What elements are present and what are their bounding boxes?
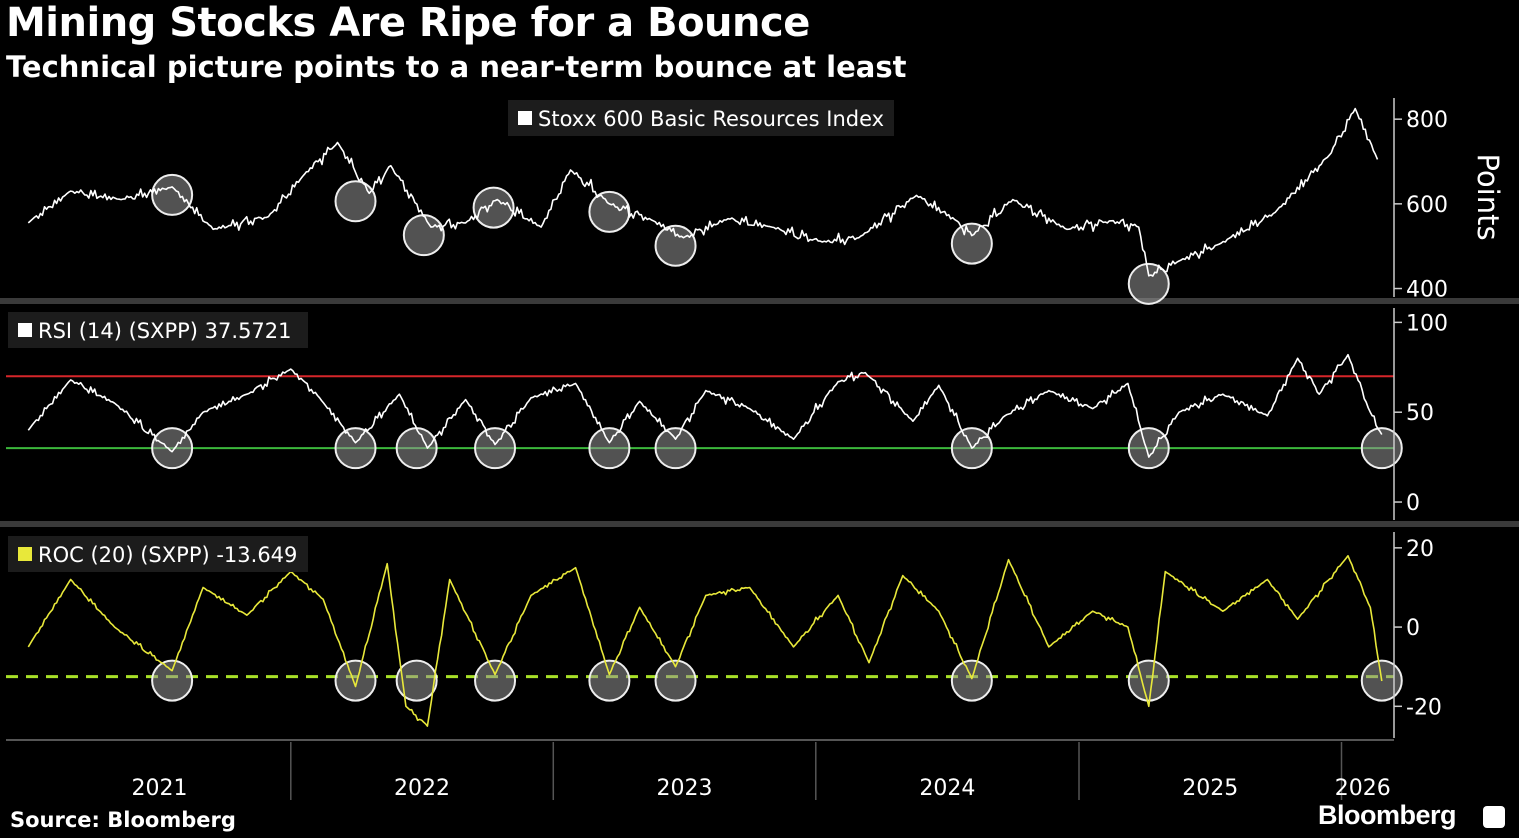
highlight-circle [654,224,697,267]
legend-label: ROC (20) (SXPP) -13.649 [38,543,297,567]
x-tick-label: 2024 [919,776,975,801]
chart-title: Mining Stocks Are Ripe for a Bounce [6,0,810,46]
x-tick-label: 2025 [1182,776,1238,801]
legend-swatch [18,323,32,337]
highlight-circle [334,427,377,470]
y-tick-label: 800 [1406,108,1448,133]
highlight-circle [151,173,194,216]
legend-box [8,536,308,572]
highlight-circle [588,659,631,702]
y-tick-label: -20 [1406,695,1442,720]
highlight-circle [402,214,445,257]
panel-separator [0,521,1519,527]
highlight-circle [334,180,377,223]
y-tick-label: 100 [1406,311,1448,336]
highlight-circle [395,427,438,470]
x-tick-label: 2022 [394,776,450,801]
chart-subtitle: Technical picture points to a near-term … [6,50,907,84]
highlight-circle [654,427,697,470]
y-tick-label: 0 [1406,491,1420,516]
bloomberg-chart-icon [1483,806,1505,828]
series-line-3 [27,554,1383,727]
highlight-circle [472,186,515,229]
bloomberg-logo: Bloomberg [1318,800,1457,830]
series-line-2 [27,353,1383,458]
panel-separator [0,298,1519,304]
highlight-circle [588,427,631,470]
legend-box [8,312,308,348]
y-tick-label: 400 [1406,278,1448,303]
highlight-circle [334,659,377,702]
y-tick-label: 50 [1406,401,1434,426]
x-tick-label: 2021 [132,776,188,801]
series-line-1 [27,107,1379,277]
x-tick-label: 2026 [1335,776,1391,801]
source-note: Source: Bloomberg [10,808,236,832]
legend-label: Stoxx 600 Basic Resources Index [538,107,884,131]
highlight-circle [1127,262,1170,305]
highlight-circle [588,190,631,233]
legend-label: RSI (14) (SXPP) 37.5721 [38,319,292,343]
highlight-circle [1127,427,1170,470]
highlight-circle [950,222,993,265]
y-tick-label: 600 [1406,193,1448,218]
highlight-circle [1127,659,1170,702]
highlight-circle [474,659,517,702]
highlight-circle [395,659,438,702]
highlight-circle [654,659,697,702]
y-axis-title: Points [1471,153,1505,240]
highlight-circle [151,659,194,702]
x-tick-label: 2023 [657,776,713,801]
legend-box [508,100,894,136]
y-tick-label: 20 [1406,537,1434,562]
highlight-circle [1360,427,1403,470]
legend-swatch [518,111,532,125]
y-tick-label: 0 [1406,616,1420,641]
legend-swatch [18,547,32,561]
highlight-circle [950,659,993,702]
highlight-circle [474,427,517,470]
